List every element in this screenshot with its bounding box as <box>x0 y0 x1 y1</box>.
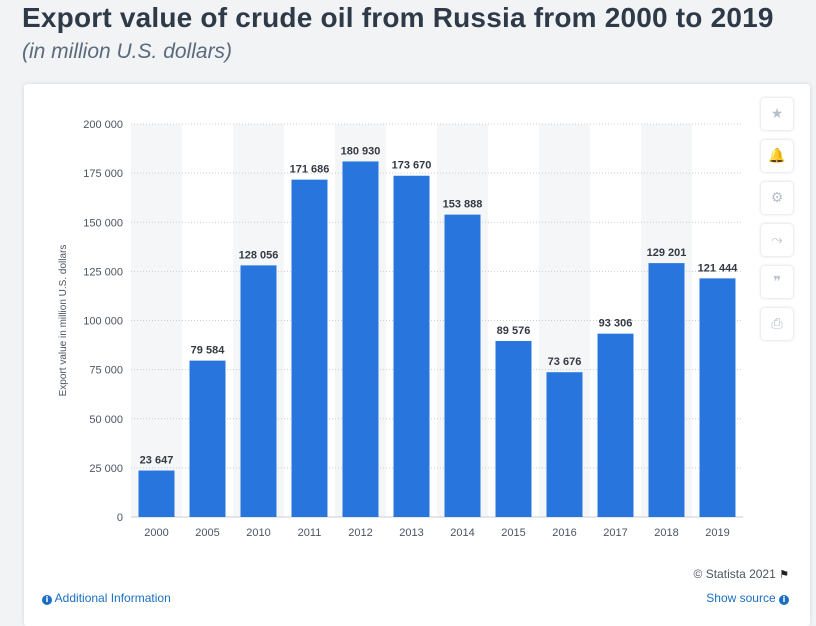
x-tick-label: 2010 <box>246 527 270 539</box>
y-axis-title: Export value in million U.S. dollars <box>58 245 69 397</box>
bar[interactable] <box>546 372 583 517</box>
y-tick-label: 0 <box>117 512 123 524</box>
show-source-link[interactable]: Show source i <box>706 591 789 605</box>
bar[interactable] <box>393 175 430 517</box>
chart-card: 0 25 000 50 000 75 000 100 000 125 000 150 000… <box>24 84 810 626</box>
bar[interactable] <box>699 278 736 517</box>
bar[interactable] <box>138 470 175 517</box>
x-tick-label: 2011 <box>298 527 322 539</box>
copyright: © Statista 2021 ⚑ <box>694 567 789 581</box>
info-icon: i <box>42 595 52 605</box>
data-label: 89 576 <box>497 325 531 337</box>
y-tick-label: 175 000 <box>83 168 123 180</box>
gear-icon[interactable]: ⚙ <box>761 182 793 214</box>
y-tick-label: 125 000 <box>83 266 123 278</box>
bar[interactable] <box>240 265 277 517</box>
bar[interactable] <box>342 161 379 518</box>
data-label: 128 056 <box>239 249 279 261</box>
data-label: 173 670 <box>392 160 432 172</box>
x-tick-label: 2015 <box>501 527 525 539</box>
star-icon[interactable]: ★ <box>761 98 793 130</box>
data-label: 79 584 <box>191 345 226 357</box>
bar[interactable] <box>189 360 226 517</box>
flag-icon[interactable]: ⚑ <box>779 569 789 581</box>
data-label: 93 306 <box>599 318 633 330</box>
y-tick-label: 75 000 <box>89 365 123 377</box>
y-tick-label: 150 000 <box>83 217 123 229</box>
x-tick-label: 2019 <box>705 527 729 539</box>
additional-information-link[interactable]: i Additional Information <box>42 591 171 605</box>
x-tick-label: 2012 <box>348 527 372 539</box>
additional-information-label: Additional Information <box>54 591 171 605</box>
x-tick-label: 2014 <box>450 527 474 539</box>
x-tick-label: 2016 <box>552 527 576 539</box>
bell-icon[interactable]: 🔔 <box>761 140 793 172</box>
y-tick-label: 200 000 <box>83 119 123 131</box>
bar[interactable] <box>648 263 685 517</box>
bar[interactable] <box>495 340 532 517</box>
bar[interactable] <box>444 214 481 517</box>
bar[interactable] <box>597 333 634 517</box>
quote-icon[interactable]: ❞ <box>761 266 793 298</box>
share-icon[interactable]: ⤳ <box>761 224 793 256</box>
data-label: 171 686 <box>290 164 330 176</box>
x-tick-label: 2005 <box>195 527 219 539</box>
x-tick-label: 2013 <box>399 527 423 539</box>
copyright-text: © Statista 2021 <box>693 567 776 581</box>
bar[interactable] <box>291 179 328 517</box>
info-icon: i <box>779 595 789 605</box>
y-tick-label: 50 000 <box>89 414 123 426</box>
page-subtitle: (in million U.S. dollars) <box>22 40 233 63</box>
y-tick-label: 25 000 <box>89 463 123 475</box>
show-source-label: Show source <box>706 591 776 605</box>
data-label: 23 647 <box>140 455 174 467</box>
print-icon[interactable]: ⎙ <box>761 308 793 340</box>
data-label: 129 201 <box>647 247 687 259</box>
page-title: Export value of crude oil from Russia fr… <box>22 2 774 33</box>
x-tick-label: 2000 <box>144 527 168 539</box>
data-label: 121 444 <box>698 262 739 274</box>
x-tick-label: 2017 <box>603 527 627 539</box>
bar-chart: 0 25 000 50 000 75 000 100 000 125 000 150 000… <box>58 119 743 539</box>
data-label: 153 888 <box>443 199 483 211</box>
y-tick-label: 100 000 <box>83 316 123 328</box>
data-label: 180 930 <box>341 145 381 157</box>
x-tick-label: 2018 <box>654 527 678 539</box>
data-label: 73 676 <box>548 356 582 368</box>
